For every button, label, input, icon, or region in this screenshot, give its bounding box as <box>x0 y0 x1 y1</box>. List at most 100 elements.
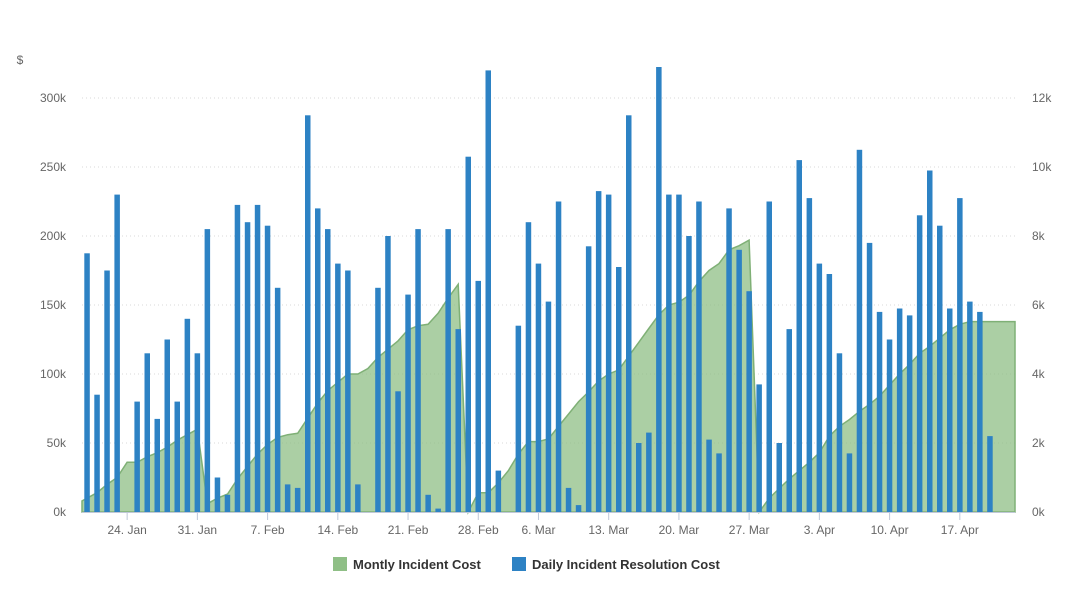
bar[interactable] <box>234 204 241 512</box>
bar[interactable] <box>977 311 983 512</box>
bar[interactable] <box>886 339 893 513</box>
bar[interactable] <box>355 484 361 512</box>
bar[interactable] <box>284 484 291 512</box>
bar[interactable] <box>264 225 271 512</box>
bar[interactable] <box>575 505 582 512</box>
bar[interactable] <box>204 229 211 512</box>
bar[interactable] <box>676 194 682 512</box>
x-tick-label: 6. Mar <box>521 523 555 537</box>
bar[interactable] <box>244 222 251 512</box>
bar[interactable] <box>485 70 492 513</box>
bar[interactable] <box>425 494 431 513</box>
x-axis: 24. Jan 31. Jan 7. Feb 14. Feb 21. Feb 28. Fe… <box>82 512 1015 537</box>
legend-swatch <box>512 557 526 571</box>
bar[interactable] <box>866 242 873 512</box>
bar[interactable] <box>826 274 833 512</box>
bar[interactable] <box>947 308 953 513</box>
bar[interactable] <box>696 201 702 513</box>
bar[interactable] <box>666 194 672 512</box>
bar[interactable] <box>164 339 171 513</box>
bar[interactable] <box>445 229 451 512</box>
right-tick-label: 0k <box>1032 505 1046 519</box>
bar[interactable] <box>194 353 201 512</box>
bar[interactable] <box>736 249 742 513</box>
bar[interactable] <box>395 391 401 513</box>
bar[interactable] <box>154 418 161 512</box>
bar[interactable] <box>746 291 752 512</box>
bar[interactable] <box>816 263 823 512</box>
x-tick-label: 21. Feb <box>388 523 429 537</box>
bar[interactable] <box>174 401 181 512</box>
bar[interactable] <box>224 494 231 513</box>
bar[interactable] <box>987 436 993 512</box>
bar[interactable] <box>495 470 502 512</box>
bar[interactable] <box>415 229 421 512</box>
bar[interactable] <box>636 443 642 512</box>
x-tick-label: 24. Jan <box>107 523 146 537</box>
x-tick-label: 14. Feb <box>317 523 358 537</box>
bar[interactable] <box>214 477 221 513</box>
bar[interactable] <box>565 487 572 512</box>
bar[interactable] <box>585 246 592 513</box>
bar[interactable] <box>274 287 281 513</box>
bar[interactable] <box>555 201 562 513</box>
bar[interactable] <box>94 394 100 512</box>
bar[interactable] <box>626 115 632 513</box>
bar[interactable] <box>766 201 773 513</box>
bar[interactable] <box>876 311 883 512</box>
bar[interactable] <box>706 439 712 512</box>
bar[interactable] <box>726 208 732 512</box>
bar[interactable] <box>435 508 441 512</box>
bar[interactable] <box>375 287 381 513</box>
legend-item-bars[interactable]: Daily Incident Resolution Cost <box>512 557 720 572</box>
bar[interactable] <box>184 318 191 512</box>
left-tick-label: 250k <box>40 160 67 174</box>
bar[interactable] <box>906 315 913 512</box>
bar[interactable] <box>716 453 722 512</box>
bar[interactable] <box>515 325 522 512</box>
bar[interactable] <box>836 353 843 512</box>
bar[interactable] <box>335 263 341 512</box>
bar[interactable] <box>345 270 351 513</box>
right-tick-label: 6k <box>1032 298 1046 312</box>
bar[interactable] <box>134 401 140 512</box>
bar[interactable] <box>294 487 301 512</box>
bar[interactable] <box>756 384 762 512</box>
bar[interactable] <box>305 115 311 513</box>
bar[interactable] <box>475 280 482 512</box>
bar[interactable] <box>856 149 863 513</box>
bar[interactable] <box>957 198 963 512</box>
bar[interactable] <box>686 236 692 512</box>
bar[interactable] <box>595 191 602 512</box>
bar[interactable] <box>646 432 652 512</box>
bar[interactable] <box>616 267 622 512</box>
bar[interactable] <box>325 229 331 512</box>
bar[interactable] <box>806 198 813 512</box>
bar[interactable] <box>967 301 973 512</box>
bar[interactable] <box>455 329 462 512</box>
bar[interactable] <box>916 215 923 513</box>
bar[interactable] <box>465 156 472 512</box>
bar[interactable] <box>254 204 261 512</box>
bar[interactable] <box>937 225 943 512</box>
bar[interactable] <box>927 170 933 513</box>
bar[interactable] <box>405 294 411 512</box>
bar[interactable] <box>656 67 662 512</box>
bar[interactable] <box>796 160 803 512</box>
bar[interactable] <box>605 194 612 512</box>
x-tick-label: 7. Feb <box>251 523 285 537</box>
bar[interactable] <box>545 301 552 512</box>
bar[interactable] <box>776 443 783 512</box>
bar[interactable] <box>846 453 853 512</box>
bar[interactable] <box>104 270 110 513</box>
bar[interactable] <box>315 208 321 512</box>
bar[interactable] <box>385 236 391 512</box>
bar[interactable] <box>786 329 793 512</box>
bar[interactable] <box>525 222 532 512</box>
bar[interactable] <box>114 194 120 512</box>
bar[interactable] <box>84 253 90 513</box>
legend-item-area[interactable]: Montly Incident Cost <box>333 557 482 572</box>
bar[interactable] <box>144 353 151 512</box>
bar[interactable] <box>535 263 542 512</box>
bar[interactable] <box>896 308 903 513</box>
